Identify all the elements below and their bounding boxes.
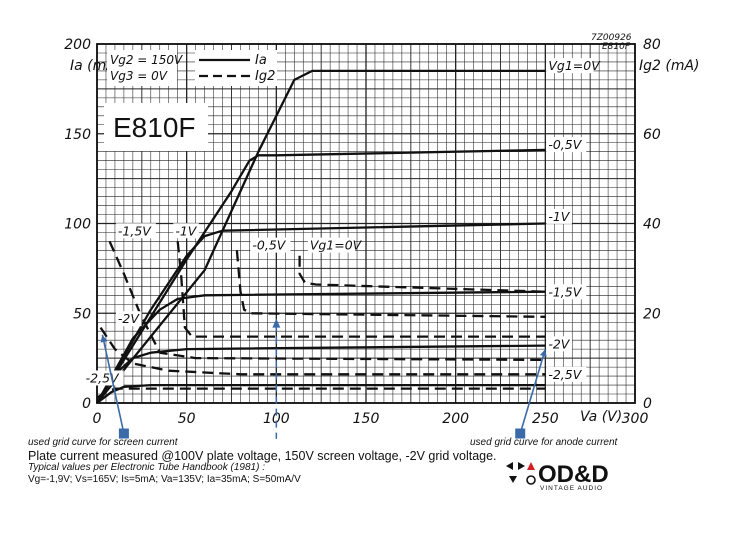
y-right-tick-label: 0 — [643, 396, 652, 412]
curve-label-bg — [546, 58, 594, 74]
chart-curves — [95, 69, 546, 404]
y-left-tick-label: 0 — [82, 396, 91, 412]
curve-label-bg — [83, 370, 124, 386]
curve-label: -1V — [548, 209, 570, 224]
x-tick-label: 100 — [263, 411, 290, 427]
caption-typical-title: Typical values per Electronic Tube Handb… — [28, 462, 265, 473]
y-right-tick-label: 60 — [643, 127, 661, 143]
curve-label-bg — [115, 311, 142, 327]
curve-label: -2,5V — [548, 367, 582, 382]
stamp-line-1: 7Z00926 — [591, 33, 632, 43]
curve-label-bg — [173, 223, 199, 239]
annotation-arrow-tail — [118, 428, 129, 439]
x-tick-label: 0 — [93, 411, 102, 427]
annotation-arrow-line — [519, 348, 547, 434]
y-left-tick-label: 150 — [64, 127, 91, 143]
curve-label: Vg1=0V — [310, 238, 363, 253]
ig2-curve — [99, 326, 546, 376]
ia-curve — [96, 383, 546, 404]
caption-main: Plate current measured @100V plate volta… — [28, 449, 497, 463]
conditions-box — [107, 50, 177, 86]
x-tick-label: 50 — [178, 411, 196, 427]
curve-label-bg — [546, 208, 572, 224]
ia-curve — [96, 148, 546, 404]
y-left-tick-label: 50 — [73, 306, 91, 322]
logo-up-triangle-icon — [527, 462, 535, 470]
curve-label: -2V — [548, 336, 570, 351]
curve-label: -2V — [118, 311, 140, 326]
condition-vg3: Vg3 = 0V — [110, 69, 168, 83]
curve-label-bg — [307, 237, 356, 253]
curve-label: -2,5V — [86, 370, 120, 385]
annotation-arrow-line — [101, 334, 125, 434]
annotation-arrow-tail — [515, 428, 526, 439]
plot-frame — [96, 43, 636, 404]
logo-tagline: VINTAGE AUDIO — [540, 485, 603, 492]
curve-label: -1V — [175, 223, 197, 238]
curve-label: -1,5V — [118, 223, 152, 238]
x-tick-label: 250 — [532, 411, 559, 427]
curve-labels: Vg1=0V -0,5V -1V -1,5V -2V -2,5V -1,5V -1V -0,5V… — [83, 58, 601, 386]
y-left-tick-label: 100 — [64, 217, 91, 233]
logo-right-triangle-icon — [518, 462, 525, 470]
condition-vg2: Vg2 = 150V — [110, 53, 183, 67]
ia-curve — [96, 222, 546, 404]
logo-down-triangle-icon — [509, 476, 517, 483]
curve-label-bg — [250, 237, 291, 253]
y-right-tick-label: 40 — [643, 217, 661, 233]
caption-typical-values: Vg=-1,9V; Vs=165V; Is=5mA; Va=135V; Ia=3… — [28, 474, 301, 485]
ia-curve — [95, 290, 546, 404]
annotation-arrow-head-icon — [100, 334, 108, 343]
measurement-marker-head-icon — [272, 318, 281, 328]
annotation-screen-text: used grid curve for screen current — [28, 437, 178, 448]
curve-label: Vg1=0V — [548, 58, 601, 73]
logo-circle-icon — [526, 475, 536, 485]
ig2-curve — [235, 250, 546, 318]
title-box — [104, 103, 208, 151]
annotation-anode-text: used grid curve for anode current — [470, 437, 618, 448]
y-right-tick-label: 20 — [643, 306, 661, 322]
chart-title: E810F — [113, 112, 196, 143]
y-left-tick-label: 200 — [64, 37, 91, 53]
ig2-curve — [176, 241, 546, 338]
legend-ia-label: Ia — [255, 53, 267, 68]
annotations — [100, 318, 547, 439]
ia-curve — [96, 69, 546, 404]
curve-label: -1,5V — [548, 284, 582, 299]
odd-logo: OD&D VINTAGE AUDIO — [506, 461, 609, 492]
x-tick-label: 150 — [353, 411, 380, 427]
stamp-line-2: E810F — [602, 42, 631, 52]
x-axis-title: Va (V) — [580, 409, 622, 425]
logo-left-triangle-icon — [506, 462, 513, 470]
legend-ig2-label: Ig2 — [255, 69, 275, 84]
curve-label-bg — [546, 284, 587, 300]
x-tick-label: 300 — [622, 411, 649, 427]
curve-label-bg — [546, 137, 587, 153]
logo-brand: OD&D — [538, 461, 609, 488]
legend — [195, 50, 277, 86]
curve-label-bg — [115, 223, 156, 239]
x-tick-label: 200 — [442, 411, 469, 427]
annotation-arrow-head-icon — [539, 349, 547, 358]
y-right-tick-label: 80 — [643, 37, 661, 53]
y-right-title: Ig2 (mA) — [639, 58, 700, 74]
curve-label: -0,5V — [548, 137, 582, 152]
curve-label-bg — [546, 336, 572, 352]
curve-label-bg — [546, 366, 587, 382]
curve-label: -0,5V — [252, 238, 286, 253]
